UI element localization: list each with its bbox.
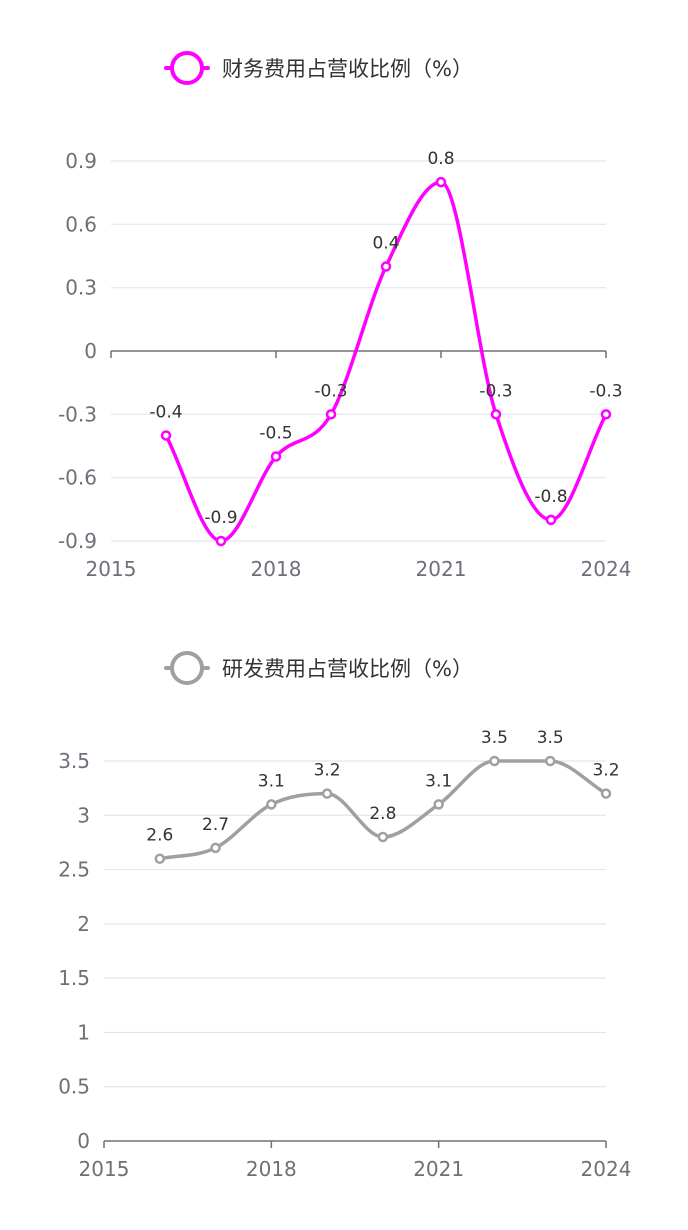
data-point: [270, 451, 282, 462]
data-label: 3.1: [425, 771, 452, 791]
data-label: -0.3: [479, 381, 512, 401]
data-label: -0.5: [259, 424, 292, 444]
data-label: 3.5: [481, 728, 508, 748]
data-label: 2.7: [202, 815, 229, 835]
data-label: 2.8: [369, 804, 396, 824]
data-point: [321, 788, 333, 799]
data-label: -0.4: [149, 402, 182, 422]
data-label: -0.9: [204, 508, 237, 528]
data-point: [600, 788, 612, 799]
y-tick-label: 2: [77, 912, 90, 936]
data-point: [215, 535, 227, 547]
x-tick-label: 2018: [251, 557, 302, 581]
legend-symbol: [170, 51, 204, 85]
data-point: [489, 755, 500, 767]
x-tick-label: 2024: [581, 1157, 632, 1181]
y-tick-label: 0.6: [65, 212, 97, 236]
data-point: [160, 430, 172, 441]
y-tick-label: 0: [84, 339, 97, 363]
legend-text: 研发费用占营收比例（%）: [222, 657, 473, 681]
data-label: 0.4: [372, 234, 399, 254]
x-tick-label: 2024: [581, 557, 632, 581]
x-tick-label: 2015: [86, 557, 137, 581]
y-tick-label: 3: [77, 803, 90, 827]
data-label: -0.3: [314, 381, 347, 401]
x-tick-label: 2021: [413, 1157, 464, 1181]
y-tick-label: 1.5: [58, 966, 90, 990]
data-point: [490, 409, 502, 420]
data-point: [154, 853, 166, 864]
finance-expense-ratio-chart: 财务费用占营收比例（%） 0.9 0.6 0.3 0 -0.3 -0.6 -0.9 2015 20…: [58, 51, 632, 581]
legend-text: 财务费用占营收比例（%）: [222, 57, 473, 81]
data-point: [380, 261, 392, 272]
data-point: [377, 831, 389, 843]
x-tick-label: 2018: [246, 1157, 297, 1181]
data-label: -0.3: [589, 381, 622, 401]
data-point: [600, 409, 612, 420]
data-point: [435, 176, 447, 188]
data-point: [266, 799, 277, 810]
data-label: 3.2: [592, 761, 619, 781]
y-tick-label: -0.9: [58, 529, 97, 553]
y-tick-label: 0: [77, 1129, 90, 1153]
y-tick-label: 0.3: [65, 276, 97, 300]
data-point: [544, 755, 556, 767]
y-tick-label: 3.5: [58, 749, 90, 773]
y-tick-label: 2.5: [58, 858, 90, 882]
data-label: -0.8: [534, 487, 567, 507]
rd-expense-ratio-chart: 研发费用占营收比例（%） 3.5 3 2.5 2 1.5 1 0.5 0 2015 2018 2021…: [58, 651, 632, 1181]
data-label: 3.1: [258, 771, 285, 791]
x-tick-label: 2021: [416, 557, 467, 581]
y-tick-label: -0.3: [58, 402, 97, 426]
data-label: 2.6: [146, 826, 173, 846]
data-point: [210, 842, 221, 854]
data-label: 3.2: [314, 761, 341, 781]
data-label: 0.8: [427, 149, 454, 169]
y-tick-label: -0.6: [58, 466, 97, 490]
data-point: [433, 799, 444, 810]
legend-symbol: [170, 651, 204, 685]
y-tick-label: 0.5: [58, 1075, 90, 1099]
y-tick-label: 1: [77, 1020, 90, 1044]
y-tick-label: 0.9: [65, 149, 97, 173]
series-line: [164, 180, 608, 543]
data-point: [545, 514, 557, 526]
data-label: 3.5: [537, 728, 564, 748]
data-point: [325, 409, 337, 420]
x-tick-label: 2015: [79, 1157, 130, 1181]
